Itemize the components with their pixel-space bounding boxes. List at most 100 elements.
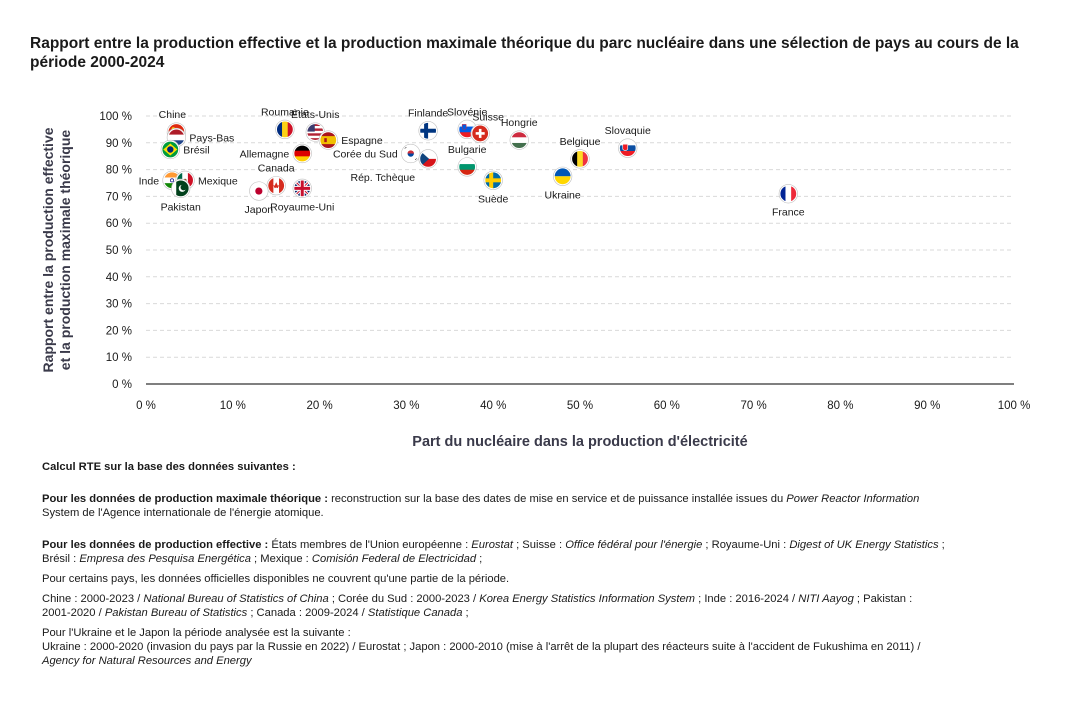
notes-p2-i3: Digest of UK Energy Statistics xyxy=(789,539,939,551)
point-label-bulgaria: Bulgarie xyxy=(448,144,487,156)
flag-ukraine-icon xyxy=(554,167,572,185)
flag-japan-icon xyxy=(250,182,268,200)
point-label-usa: États-Unis xyxy=(291,108,339,121)
point-label-slovakia: Slovaquie xyxy=(605,125,651,137)
axes: 0 % 10 % 20 % 30 % 40 % 50 % 60 % 70 % 80 % 90 % 1… xyxy=(99,111,1030,412)
notes-p2-t2: ; Suisse : xyxy=(512,539,566,551)
point-label-germany: Allemagne xyxy=(240,149,290,161)
point-label-switzerland: Suisse xyxy=(472,111,504,123)
point-label-india: Inde xyxy=(139,175,160,187)
point-label-uk: Royaume-Uni xyxy=(270,201,334,213)
notes-p4-t1: Chine : 2000-2023 / xyxy=(42,593,144,605)
notes-p1-text2: System de l'Agence internationale de l'é… xyxy=(42,507,324,519)
y-tick-label: 90 % xyxy=(106,138,132,150)
flag-pakistan-icon xyxy=(172,179,190,197)
point-label-brazil: Brésil xyxy=(183,145,209,157)
y-tick-label: 70 % xyxy=(106,191,132,203)
notes-p5-l2: Ukraine : 2000-2020 (invasion du pays pa… xyxy=(42,641,921,653)
point-label-spain: Espagne xyxy=(341,135,383,147)
flag-belgium-icon xyxy=(571,150,589,168)
point-usa xyxy=(305,122,325,142)
point-canada xyxy=(266,176,286,196)
point-ukraine xyxy=(553,166,573,186)
y-tick-label: 20 % xyxy=(106,325,132,337)
notes-p1-text: reconstruction sur la base des dates de … xyxy=(327,493,787,505)
notes-p4-i5: Pakistan Bureau of Statistics xyxy=(104,607,248,619)
flag-germany-icon xyxy=(293,145,311,163)
notes-intro: Calcul RTE sur la base des données suiva… xyxy=(42,461,296,473)
point-bulgaria xyxy=(457,157,477,177)
chart-title: Rapport entre la production effective et… xyxy=(30,35,1019,71)
notes-p5-i3: Agency for Natural Resources and Energy xyxy=(42,655,252,667)
scatter-chart: 0 % 10 % 20 % 30 % 40 % 50 % 60 % 70 % 80 % 90 % 1… xyxy=(40,106,1030,450)
notes-p4-i2: Korea Energy Statistics Information Syst… xyxy=(479,593,695,605)
flag-france-icon xyxy=(779,185,797,203)
flag-czech-icon xyxy=(419,150,437,168)
x-axis-title: Part du nucléaire dans la production d'é… xyxy=(412,434,747,450)
x-tick-label: 40 % xyxy=(480,400,506,412)
flag-brazil-icon xyxy=(161,141,179,158)
flag-finland-icon xyxy=(419,122,437,140)
point-brazil xyxy=(160,139,180,160)
notes-p4-t4: ; Pakistan : xyxy=(853,593,913,605)
notes-p4-t6: ; Canada : 2009-2024 / xyxy=(247,607,368,619)
notes-p2-i6: Comisión Federal de Electricidad xyxy=(311,553,477,565)
notes-paragraph-ukraine-japan: Pour l'Ukraine et le Japon la période an… xyxy=(42,626,1052,668)
y-tick-label: 0 % xyxy=(112,379,132,391)
x-tick-label: 90 % xyxy=(914,400,940,412)
notes-paragraph-max: Pour les données de production maximale … xyxy=(42,492,1052,520)
grid-lines xyxy=(146,115,1014,358)
x-tick-label: 10 % xyxy=(220,400,246,412)
x-tick-label: 50 % xyxy=(567,400,593,412)
flag-sweden-icon xyxy=(484,171,502,189)
notes-p2-i5: Empresa des Pesquisa Energética xyxy=(79,553,251,565)
y-tick-label: 60 % xyxy=(106,218,132,230)
x-tick-label: 0 % xyxy=(136,400,156,412)
x-tick-label: 80 % xyxy=(827,400,853,412)
notes-p4-t7: ; xyxy=(462,607,469,619)
point-switzerland xyxy=(470,123,490,144)
notes-p2-i2: Office fédéral pour l'énergie xyxy=(565,539,703,551)
x-tick-label: 20 % xyxy=(306,400,332,412)
notes-p2-bold: Pour les données de production effective… xyxy=(42,539,269,551)
point-label-romania: Roumanie xyxy=(261,106,309,118)
notes-section: Calcul RTE sur la base des données suiva… xyxy=(42,460,1052,668)
notes-p4-t2: ; Corée du Sud : 2000-2023 / xyxy=(328,593,480,605)
y-axis-title-line2: et la production maximale théorique xyxy=(57,130,73,371)
notes-p4-i6: Statistique Canada xyxy=(367,607,463,619)
y-tick-label: 50 % xyxy=(106,245,132,257)
flag-spain-icon xyxy=(319,131,337,149)
point-spain xyxy=(318,130,338,150)
notes-p2-i1: Eurostat xyxy=(471,539,513,551)
notes-p1-italic: Power Reactor Information xyxy=(786,493,920,505)
point-southkorea xyxy=(401,143,421,164)
flag-hungary-icon xyxy=(510,131,528,149)
y-tick-label: 10 % xyxy=(106,352,132,364)
point-france xyxy=(778,184,798,204)
point-label-czech: Rép. Tchèque xyxy=(350,172,415,184)
y-tick-label: 100 % xyxy=(99,111,132,123)
point-label-belgium: Belgique xyxy=(560,136,601,148)
x-tick-label: 60 % xyxy=(654,400,680,412)
notes-p2-t1: États membres de l'Union européenne : xyxy=(268,539,472,551)
y-tick-label: 30 % xyxy=(106,299,132,311)
notes-p4-t5: 2001-2020 / xyxy=(42,607,105,619)
notes-p2-t5: Brésil : xyxy=(42,553,80,565)
point-label-slovenia: Slovénie xyxy=(447,106,487,118)
point-label-southkorea: Corée du Sud xyxy=(333,149,398,161)
point-label-china: Chine xyxy=(159,109,187,121)
flag-usa-icon xyxy=(306,123,324,141)
x-tick-label: 70 % xyxy=(740,400,766,412)
point-label-mexico: Mexique xyxy=(198,175,238,187)
point-slovenia xyxy=(457,119,477,139)
point-label-finland: Finlande xyxy=(408,108,448,120)
point-label-sweden: Suède xyxy=(478,193,509,205)
point-czech xyxy=(418,149,438,169)
point-romania xyxy=(275,119,295,139)
notes-paragraph-sources: Chine : 2000-2023 / National Bureau of S… xyxy=(42,592,1052,620)
point-uk xyxy=(292,178,312,198)
flag-switzerland-icon xyxy=(471,124,489,142)
flag-bulgaria-icon xyxy=(458,158,476,176)
point-belgium xyxy=(570,149,590,169)
